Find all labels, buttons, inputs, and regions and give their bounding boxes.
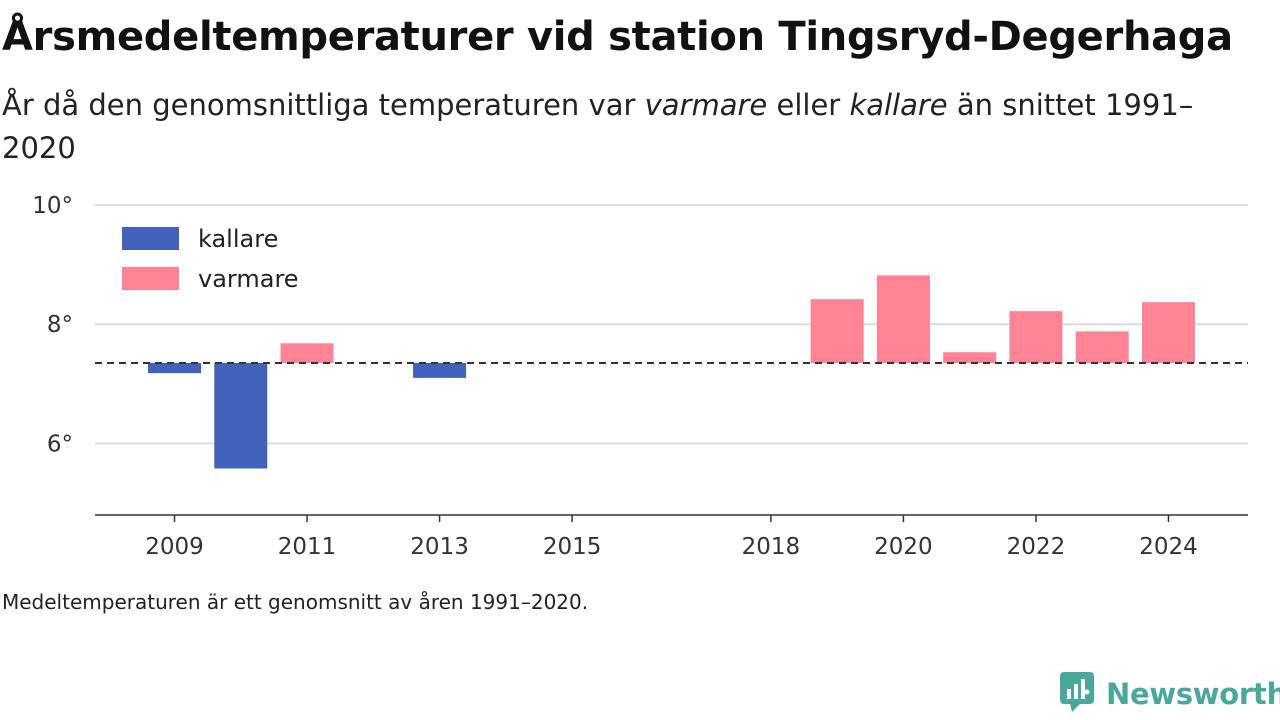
footnote: Medeltemperaturen är ett genomsnitt av å…	[2, 590, 589, 614]
y-axis: 6° 8° 10°	[32, 193, 73, 457]
bar-2023	[1075, 331, 1129, 363]
y-tick-label: 10°	[32, 193, 73, 219]
legend-label-varmare: varmare	[198, 265, 299, 293]
x-tick-label: 2018	[742, 534, 801, 560]
x-tick-label: 2024	[1139, 534, 1198, 560]
bar-2009	[148, 362, 202, 374]
bar-2021	[943, 352, 997, 363]
subtitle-text: eller	[767, 88, 850, 122]
x-tick-label: 2013	[410, 534, 469, 560]
bar-2024	[1141, 302, 1195, 363]
x-tick-label: 2011	[278, 534, 337, 560]
brand-logo: Newsworthy	[1058, 670, 1280, 718]
x-tick-label: 2009	[145, 534, 204, 560]
chart-subtitle: År då den genomsnittliga temperaturen va…	[2, 84, 1232, 170]
chart-title: Årsmedeltemperaturer vid station Tingsry…	[2, 14, 1233, 60]
bar-2020	[876, 275, 930, 363]
bar-2022	[1009, 311, 1063, 363]
newsworthy-logo-icon	[1058, 670, 1098, 718]
bar-2013	[413, 362, 467, 378]
brand-name: Newsworthy	[1106, 677, 1280, 711]
bar-2010	[214, 362, 268, 469]
subtitle-emphasis-warmer: varmare	[644, 88, 768, 122]
x-tick-label: 2022	[1007, 534, 1066, 560]
bar-layer	[148, 275, 1195, 469]
legend: kallare varmare	[122, 225, 299, 293]
temperature-bar-chart: 2009 2011 2013 2015 2018 2020 2022 2024 6° 8° 10°…	[32, 193, 1248, 560]
legend-label-kallare: kallare	[198, 225, 278, 253]
x-tick-label: 2020	[874, 534, 933, 560]
x-axis: 2009 2011 2013 2015 2018 2020 2022 2024	[145, 515, 1198, 560]
bar-2011	[280, 343, 334, 363]
legend-swatch-varmare	[122, 267, 179, 290]
subtitle-text: År då den genomsnittliga temperaturen va…	[2, 88, 645, 122]
legend-swatch-kallare	[122, 227, 179, 250]
y-tick-label: 6°	[47, 431, 73, 457]
y-tick-label: 8°	[47, 312, 73, 338]
subtitle-text: än snittet 1991–2020	[2, 88, 1194, 165]
subtitle-emphasis-colder: kallare	[849, 88, 948, 122]
x-tick-label: 2015	[543, 534, 602, 560]
bar-2019	[810, 299, 864, 363]
